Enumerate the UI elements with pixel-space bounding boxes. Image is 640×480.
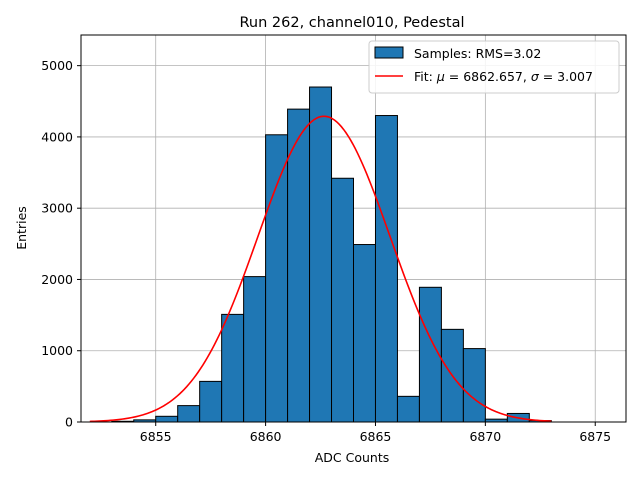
histogram-bar [221,313,245,423]
chart-title: Run 262, channel010, Pedestal [239,15,464,31]
x-axis-label: ADC Counts [315,450,390,465]
axes-frame [80,34,627,423]
x-tick-label: 6875 [579,429,611,444]
y-axis-label: Entries [14,206,29,250]
histogram-bars [111,86,552,423]
histogram-bar [155,415,179,423]
histogram-bar [287,108,311,423]
x-tick-label: 6860 [250,429,282,444]
legend-fit-label: Fit: μ = 6862.657, σ = 3.007 [414,69,593,84]
fit-curve [89,115,552,423]
histogram-bar [396,395,420,423]
y-tick-label: 2000 [41,272,73,287]
x-axis-ticks: 6855 6860 6865 6870 6875 [140,422,611,444]
y-tick-label: 0 [65,415,73,430]
y-tick-label: 4000 [41,129,73,144]
legend-fit-prefix: Fit: [414,69,437,84]
legend-box [368,40,620,94]
x-tick-label: 6870 [469,429,501,444]
histogram-bar [265,134,289,423]
legend: Samples: RMS=3.02 Fit: μ = 6862.657, σ =… [368,40,620,94]
y-tick-label: 5000 [41,58,73,73]
histogram-bar [353,244,376,423]
x-tick-label: 6855 [140,429,172,444]
histogram-bar [243,276,267,423]
histogram-bar [374,115,398,423]
y-tick-label: 3000 [41,201,73,216]
legend-fit-sigma-symbol: σ [531,69,540,84]
x-tick-label: 6865 [360,429,392,444]
histogram-bar [199,380,223,423]
histogram-bar [462,348,486,423]
histogram-bar [309,86,333,423]
fit-curve-group [89,115,552,423]
histogram-bar [331,177,355,423]
legend-histogram-swatch [374,46,404,59]
legend-fit-sigma-value: = 3.007 [539,69,593,84]
y-axis-ticks: 0 1000 2000 3000 4000 5000 [41,58,81,430]
histogram-bar [177,405,201,423]
legend-histogram-label: Samples: RMS=3.02 [414,46,541,61]
legend-fit-mu-symbol: μ [436,69,445,84]
y-tick-label: 1000 [41,343,73,358]
legend-fit-mu-value: = 6862.657, [445,69,531,84]
